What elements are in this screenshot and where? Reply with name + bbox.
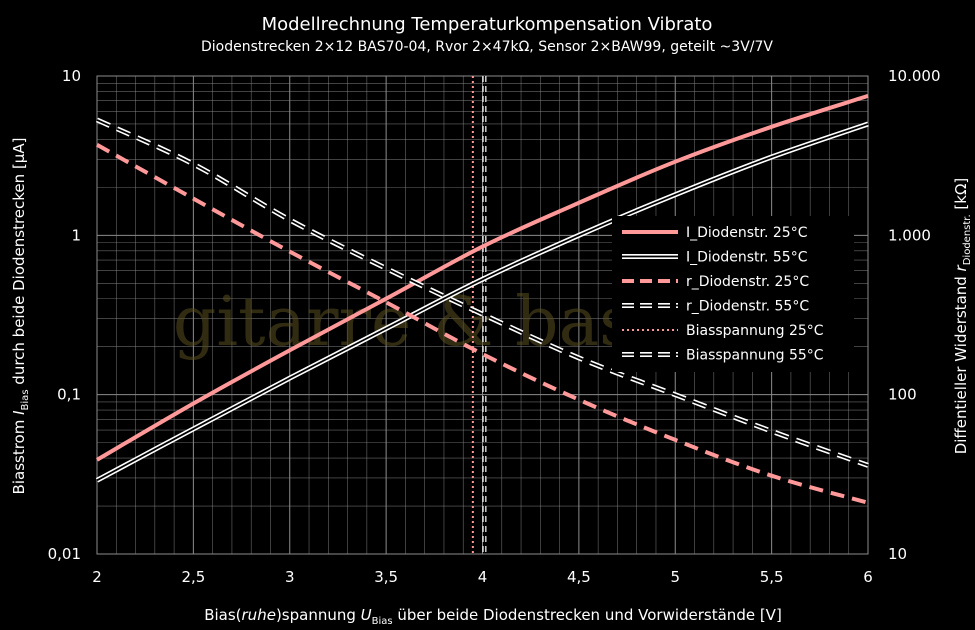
x-tick-label: 2,5	[181, 568, 205, 586]
x-tick-label: 2	[92, 568, 102, 586]
series-layer	[95, 93, 869, 505]
y-left-tick-label: 10	[62, 67, 81, 85]
series-line-2	[96, 143, 869, 505]
legend-label: I_Diodenstr. 55°C	[686, 250, 808, 266]
x-tick-label: 5,5	[760, 568, 784, 586]
series-line-3-core	[96, 119, 869, 467]
x-tick-label: 6	[863, 568, 873, 586]
y-left-tick-label: 1	[71, 226, 81, 244]
y-axis-right-label: Diffentieller Widerstand rDiodenstr. [kΩ…	[952, 178, 973, 455]
legend-label: Biasspannung 25°C	[686, 323, 824, 339]
y-axis-left-label: Biasstrom IBias durch beide Diodenstreck…	[10, 138, 31, 495]
y-right-tick-label: 1.000	[888, 226, 931, 244]
x-tick-label: 5	[670, 568, 680, 586]
chart-title: Modellrechnung Temperaturkompensation Vi…	[262, 14, 713, 35]
x-tick-label: 4,5	[567, 568, 591, 586]
series-line-0	[95, 93, 869, 462]
x-tick-label: 3,5	[374, 568, 398, 586]
x-tick-label: 4	[478, 568, 488, 586]
x-tick-label: 3	[285, 568, 295, 586]
series-line-1-core	[96, 123, 869, 482]
y-right-tick-label: 10	[888, 545, 907, 563]
legend-label: I_Diodenstr. 25°C	[686, 225, 808, 241]
y-right-tick-label: 10.000	[888, 67, 941, 85]
legend-box	[612, 216, 854, 372]
chart-subtitle: Diodenstrecken 2×12 BAS70-04, Rvor 2×47k…	[201, 39, 773, 55]
tick-layer: 2 2,5 3 3,5 4 4,5 5 5,5 6 0,01 0,1 1 10 10 100 1.000 10.…	[48, 67, 941, 586]
legend-label: Biasspannung 55°C	[686, 348, 824, 364]
y-left-tick-label: 0,1	[57, 386, 81, 404]
x-axis-label: Bias(ruhe)spannung UBias über beide Diod…	[204, 606, 782, 627]
legend-label: r_Diodenstr. 55°C	[686, 299, 809, 315]
legend-label: r_Diodenstr. 25°C	[686, 274, 809, 290]
legend: I_Diodenstr. 25°C I_Diodenstr. 55°C r_Diod…	[622, 225, 824, 364]
y-right-tick-label: 100	[888, 386, 917, 404]
y-left-tick-label: 0,01	[48, 545, 81, 563]
